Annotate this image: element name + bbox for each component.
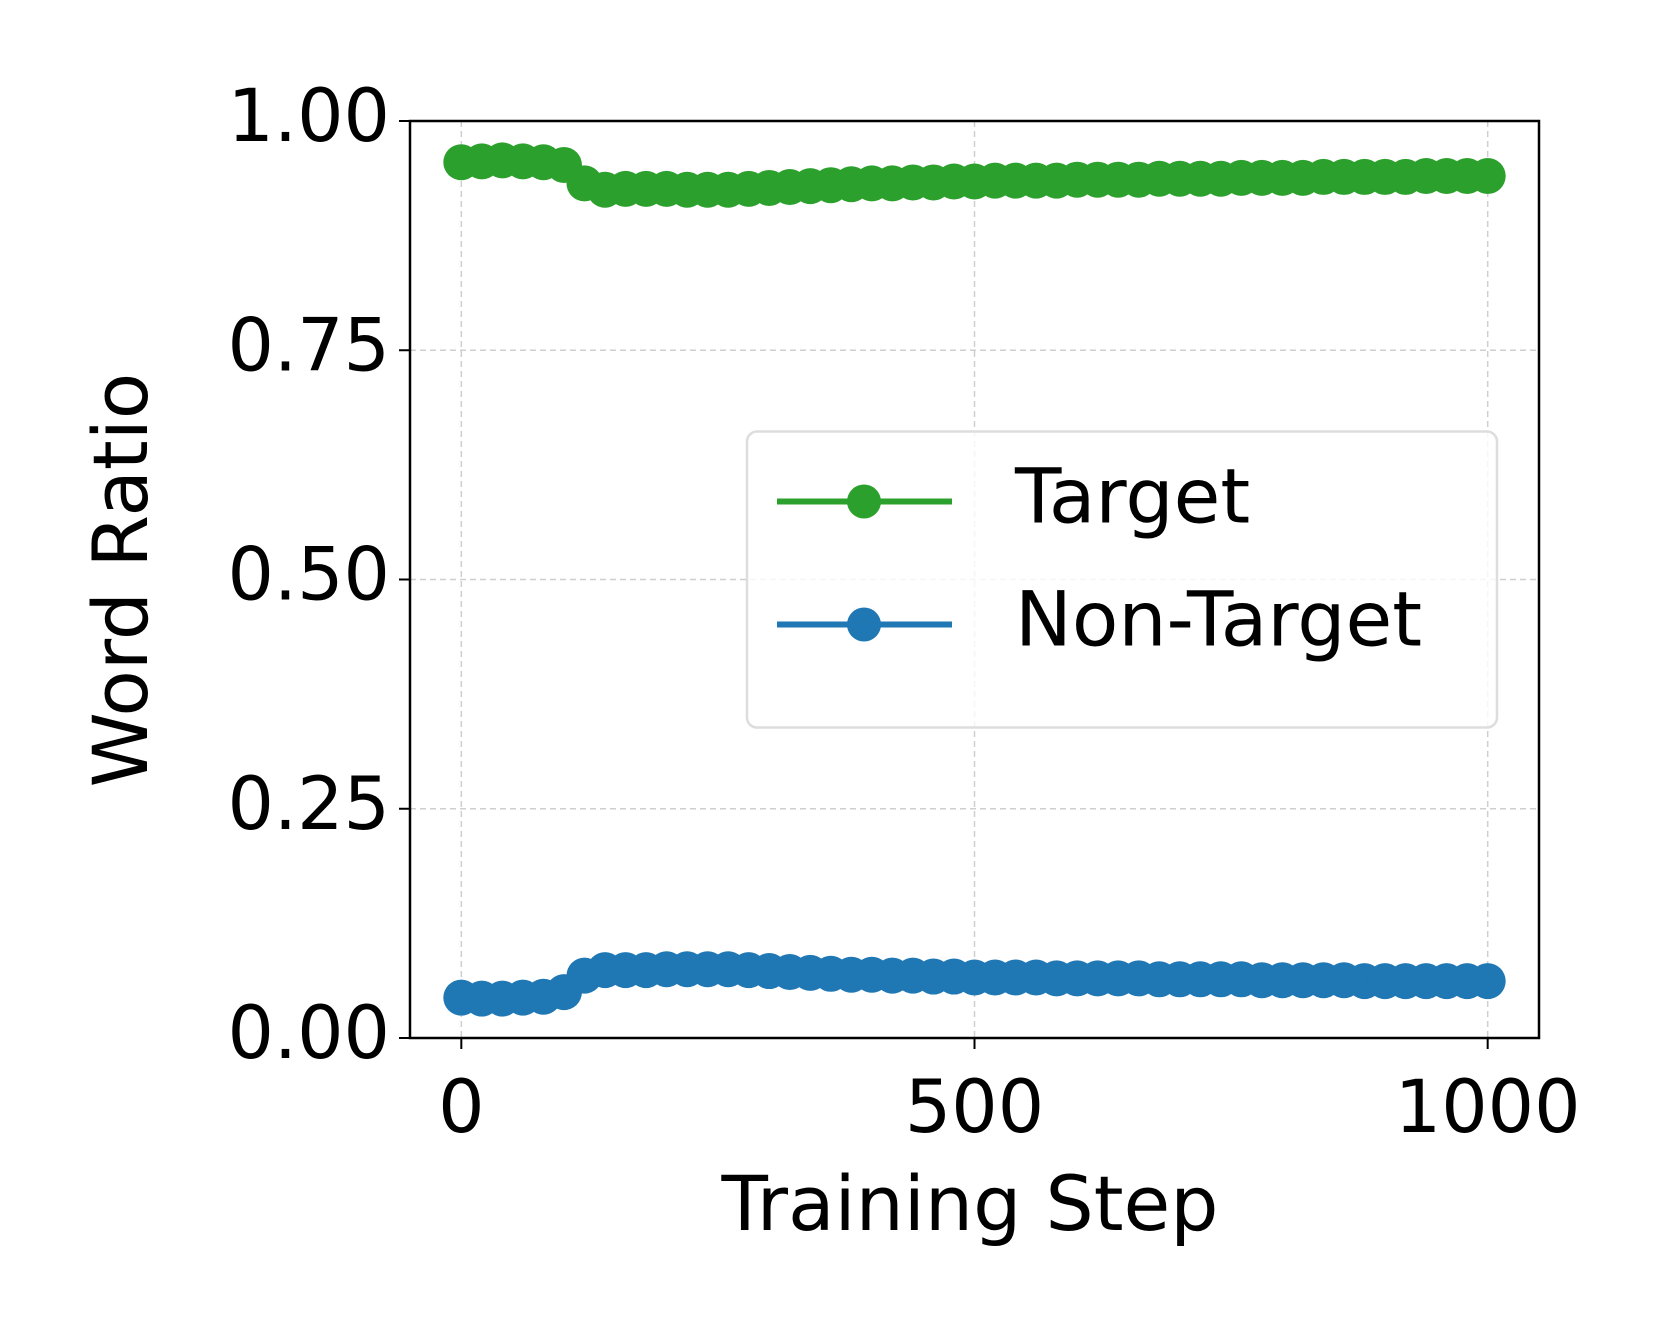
x-tick-label: 1000: [1395, 1065, 1581, 1150]
y-tick-label: 0.25: [227, 762, 390, 847]
y-tick-label: 1.00: [227, 74, 390, 159]
x-tick-label: 0: [438, 1065, 484, 1150]
legend-marker: [847, 484, 881, 519]
plot-frame: [408, 119, 1541, 1040]
legend-box: [745, 430, 1499, 729]
marker: [1469, 158, 1506, 195]
x-tick-label: 500: [905, 1065, 1044, 1150]
legend-label: Non-Target: [1015, 574, 1422, 663]
x-axis-label: Training Step: [720, 1159, 1218, 1248]
legend-label: Target: [1014, 451, 1250, 540]
y-tick-label: 0.00: [227, 991, 390, 1076]
y-tick-label: 0.50: [227, 533, 390, 618]
marker: [1469, 963, 1506, 1000]
y-tick-label: 0.75: [227, 303, 390, 388]
legend-marker: [847, 607, 881, 642]
y-axis-label: Word Ratio: [76, 373, 165, 788]
